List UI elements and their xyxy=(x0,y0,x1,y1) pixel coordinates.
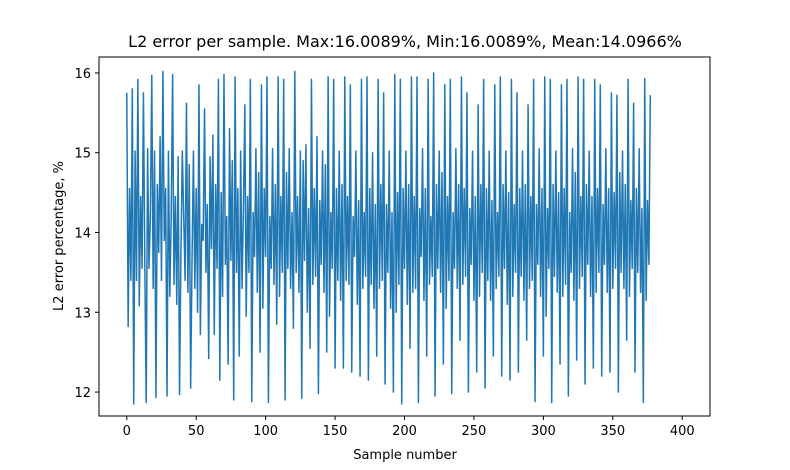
y-tick-label: 14 xyxy=(74,227,91,242)
x-axis: 0 50 100 150 200 250 300 350 400 xyxy=(123,416,695,439)
x-tick-label: 300 xyxy=(531,424,556,439)
x-tick-label: 100 xyxy=(253,424,278,439)
x-tick-label: 400 xyxy=(670,424,695,439)
x-tick-label: 200 xyxy=(392,424,417,439)
y-axis: 12 13 14 15 16 xyxy=(74,67,99,401)
x-axis-label: Sample number xyxy=(353,448,457,463)
y-tick-label: 12 xyxy=(74,386,91,401)
x-tick-label: 50 xyxy=(188,424,205,439)
plot-area xyxy=(126,70,652,405)
x-tick-label: 150 xyxy=(323,424,348,439)
x-tick-label: 0 xyxy=(123,424,131,439)
series-line-0 xyxy=(126,70,652,405)
y-tick-label: 16 xyxy=(74,67,91,82)
chart-title: L2 error per sample. Max:16.0089%, Min:1… xyxy=(128,32,682,51)
y-tick-label: 13 xyxy=(74,306,91,321)
x-tick-label: 350 xyxy=(600,424,625,439)
x-tick-label: 250 xyxy=(462,424,487,439)
y-tick-label: 15 xyxy=(74,147,91,162)
y-axis-label: L2 error percentage, % xyxy=(52,161,67,311)
